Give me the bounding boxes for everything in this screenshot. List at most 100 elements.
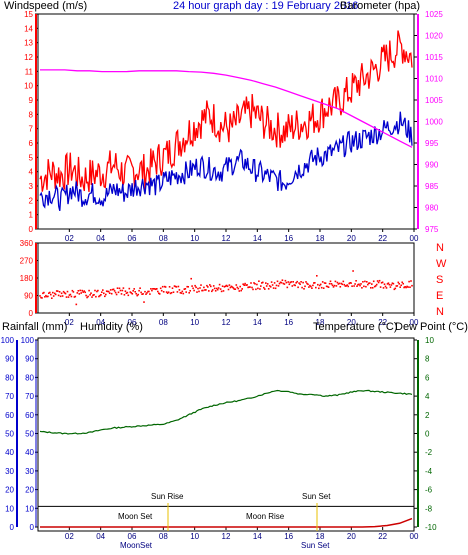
wind-direction-point	[69, 293, 72, 296]
wind-direction-point	[71, 289, 74, 292]
wind-direction-point	[268, 285, 271, 287]
wind-direction-point	[394, 287, 397, 290]
wind-direction-point	[94, 289, 96, 292]
wind-direction-point	[297, 286, 299, 289]
wind-direction-point	[242, 283, 244, 285]
wind-direction-point	[55, 290, 58, 292]
wind-direction-point	[131, 293, 134, 295]
wind-direction-point	[284, 279, 287, 282]
barometer-series-line	[40, 69, 413, 148]
wind-direction-point	[116, 287, 119, 289]
temperature-x-tick-label: 14	[253, 532, 262, 541]
wind-direction-point	[403, 286, 405, 289]
wind-direction-point	[381, 281, 384, 284]
wind-direction-point	[105, 293, 107, 296]
temperature-y-tick-label: -2	[425, 448, 433, 457]
wind-direction-point	[310, 285, 312, 288]
wind-direction-point	[216, 288, 219, 291]
wind-direction-point	[83, 290, 85, 292]
sun-rise-label: Sun Rise	[151, 492, 184, 501]
barometer-y-tick-label: 990	[425, 161, 439, 170]
wind-direction-point	[218, 283, 221, 286]
wind-direction-point	[165, 291, 168, 293]
wind-direction-point	[53, 292, 56, 295]
wind-direction-point	[85, 294, 87, 297]
wind-direction-point	[324, 282, 327, 284]
wind-direction-point	[375, 283, 378, 286]
wind-direction-point	[79, 289, 81, 292]
wind-direction-point	[159, 287, 162, 290]
rainfall-y-tick-label: 10	[5, 504, 14, 513]
wind-direction-point	[197, 287, 199, 290]
wind-direction-point	[411, 284, 413, 287]
wind-y-tick-label: 13	[24, 39, 33, 48]
wind-direction-point	[391, 282, 394, 284]
wind-direction-point	[209, 284, 211, 286]
wind-direction-point	[208, 290, 210, 292]
wind-direction-point	[108, 292, 111, 294]
wind-direction-point	[150, 288, 152, 290]
wind-direction-point	[204, 289, 206, 291]
wind-direction-point	[91, 296, 93, 298]
wind-direction-point	[129, 291, 132, 293]
wind-direction-point	[345, 285, 347, 287]
wind-direction-point	[348, 282, 350, 285]
wind-direction-point	[250, 282, 252, 284]
wind-direction-point	[360, 283, 362, 285]
wind-direction-point	[153, 288, 155, 290]
wind-direction-point	[103, 292, 105, 295]
wind-direction-point	[169, 292, 172, 295]
wind-direction-point	[341, 283, 344, 286]
direction-x-tick-label: 20	[347, 318, 356, 327]
wind-direction-point	[115, 293, 118, 296]
wind-direction-point	[213, 287, 216, 290]
wind-direction-point	[166, 292, 169, 294]
wind-direction-point	[377, 281, 380, 284]
wind-direction-point	[346, 284, 348, 286]
wind-direction-point	[235, 284, 238, 286]
wind-x-tick-label: 14	[253, 234, 262, 243]
wind-direction-point	[143, 301, 145, 303]
wind-direction-point	[320, 286, 323, 289]
wind-direction-point	[178, 289, 181, 291]
wind-direction-point	[317, 283, 319, 286]
compass-label: N	[436, 306, 444, 318]
wind-direction-point	[59, 295, 62, 298]
wind-direction-point	[275, 284, 278, 287]
wind-direction-point	[124, 290, 127, 292]
humidity-y-tick-label: 0	[30, 523, 35, 532]
wind-direction-point	[400, 284, 402, 287]
wind-direction-point	[76, 292, 79, 294]
wind-x-tick-label: 18	[316, 234, 325, 243]
direction-y-tick-label: 90	[24, 292, 33, 301]
wind-direction-point	[110, 292, 113, 295]
wind-direction-point	[398, 283, 400, 285]
temperature-x-tick-label: 00	[410, 532, 419, 541]
humidity-y-tick-label: 10	[25, 504, 34, 513]
wind-direction-point	[395, 285, 398, 287]
wind-direction-point	[136, 294, 138, 297]
temperature-y-tick-label: -6	[425, 486, 433, 495]
wind-direction-point	[408, 280, 410, 283]
rainfall-y-tick-label: 70	[5, 392, 14, 401]
wind-direction-point	[96, 290, 98, 293]
wind-direction-point	[287, 281, 290, 283]
wind-direction-point	[248, 286, 250, 288]
wind-direction-point	[303, 288, 305, 290]
wind-direction-point	[318, 284, 321, 287]
wind-direction-point	[170, 292, 173, 294]
barometer-y-tick-label: 985	[425, 182, 439, 191]
wind-direction-point	[373, 285, 376, 288]
wind-direction-point	[180, 292, 183, 294]
compass-label: W	[436, 258, 447, 270]
wind-direction-point	[139, 287, 141, 289]
wind-direction-point	[387, 282, 390, 284]
wind-direction-point	[233, 288, 236, 290]
wind-direction-point	[56, 290, 59, 292]
wind-direction-point	[145, 293, 147, 295]
wind-direction-point	[302, 281, 304, 284]
barometer-y-tick-label: 980	[425, 204, 439, 213]
wind-direction-point	[40, 296, 42, 299]
